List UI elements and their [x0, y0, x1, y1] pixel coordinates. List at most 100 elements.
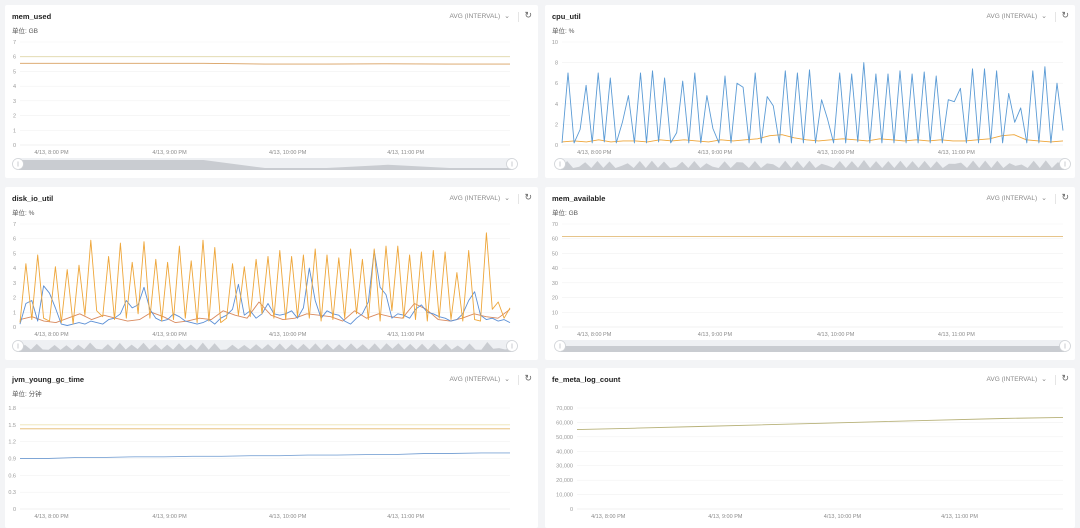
divider: [518, 375, 519, 385]
series-line-1: [561, 62, 1064, 144]
aggregation-dropdown[interactable]: AVG (INTERVAL) ⌄: [450, 12, 510, 20]
y-tick-label: 40,000: [556, 449, 573, 455]
y-tick-label: 0.6: [8, 473, 16, 479]
y-tick-label: 10: [552, 40, 558, 46]
aggregation-dropdown[interactable]: AVG (INTERVAL) ⌄: [987, 194, 1047, 202]
y-tick-label: 1.2: [8, 440, 16, 446]
divider: [518, 194, 519, 204]
refresh-icon[interactable]: ↻: [1061, 373, 1069, 383]
x-tick-label: 4/13, 9:00 PM: [152, 150, 187, 156]
y-tick-label: 60: [552, 237, 558, 243]
x-tick-label: 4/13, 9:00 PM: [152, 332, 187, 338]
y-tick-label: 3: [13, 281, 16, 287]
x-tick-label: 4/13, 9:00 PM: [152, 514, 187, 520]
aggregation-dropdown[interactable]: AVG (INTERVAL) ⌄: [987, 12, 1047, 20]
aggregation-label: AVG (INTERVAL): [986, 13, 1038, 20]
y-tick-label: 4: [555, 102, 558, 108]
chart-canvas: 0 10 20 30 40 50 60 70 4/13, 8:00 PM 4/13, 9:00 P…: [552, 222, 1071, 352]
y-tick-label: 0: [555, 325, 558, 331]
y-tick-label: 0: [13, 325, 16, 331]
y-tick-label: 7: [13, 40, 16, 46]
chart-title: mem_available: [552, 194, 606, 203]
y-tick-label: 7: [13, 222, 16, 228]
chart-title: disk_io_util: [12, 194, 54, 203]
chart-panel-mem-available: 0 10 20 30 40 50 60 70 4/13, 8:00 PM 4/13, 9:00 P…: [545, 187, 1075, 360]
y-tick-label: 0.3: [8, 490, 16, 496]
chart-title: fe_meta_log_count: [552, 375, 621, 384]
aggregation-label: AVG (INTERVAL): [449, 376, 501, 383]
y-tick-label: 30: [552, 281, 558, 287]
chart-canvas: 0 1 2 3 4 5 6 7 4/13, 8:00 PM 4/13, 9:00 PM 4/13, …: [12, 40, 518, 170]
y-tick-label: 20,000: [556, 478, 573, 484]
y-tick-label: 2: [555, 122, 558, 128]
x-tick-label: 4/13, 8:00 PM: [34, 332, 69, 338]
y-tick-label: 0: [13, 507, 16, 513]
y-tick-label: 6: [13, 55, 16, 61]
x-tick-label: 4/13, 8:00 PM: [591, 514, 626, 520]
aggregation-dropdown[interactable]: AVG (INTERVAL) ⌄: [987, 375, 1047, 383]
refresh-icon[interactable]: ↻: [524, 373, 532, 383]
y-tick-label: 1.5: [8, 423, 16, 429]
refresh-icon[interactable]: ↻: [1061, 10, 1069, 20]
chart-canvas: 0 1 2 3 4 5 6 7 4/13, 8:00 PM 4/13, 9:00 PM 4/13, …: [12, 222, 518, 352]
x-tick-label: 4/13, 10:00 PM: [824, 514, 862, 520]
chevron-down-icon: ⌄: [504, 195, 510, 202]
y-tick-label: 40: [552, 266, 558, 272]
y-tick-label: 8: [555, 61, 558, 67]
chart-unit: 单位: %: [552, 28, 575, 35]
zoom-slider-preview: [561, 346, 1064, 352]
divider: [1055, 12, 1056, 22]
y-tick-label: 10: [552, 310, 558, 316]
divider: [1055, 194, 1056, 204]
y-tick-label: 1: [13, 310, 16, 316]
chevron-down-icon: ⌄: [504, 376, 510, 383]
series-line-2: [19, 232, 511, 325]
y-tick-label: 10,000: [556, 493, 573, 499]
aggregation-label: AVG (INTERVAL): [986, 376, 1038, 383]
divider: [1055, 375, 1056, 385]
y-tick-label: 6: [555, 81, 558, 87]
y-tick-label: 3: [13, 99, 16, 105]
chevron-down-icon: ⌄: [1041, 195, 1047, 202]
chart-panel-disk-io-util: 0 1 2 3 4 5 6 7 4/13, 8:00 PM 4/13, 9:00 PM 4/13, …: [5, 187, 538, 360]
x-tick-label: 4/13, 9:00 PM: [698, 150, 733, 156]
y-tick-label: 0: [13, 143, 16, 149]
y-tick-label: 70: [552, 222, 558, 228]
aggregation-label: AVG (INTERVAL): [449, 195, 501, 202]
series-line-0: [576, 416, 1064, 431]
refresh-icon[interactable]: ↻: [1061, 192, 1069, 202]
y-tick-label: 1.8: [8, 406, 16, 412]
chart-title: cpu_util: [552, 12, 581, 21]
series-line-0: [561, 134, 1064, 143]
y-tick-label: 2: [13, 296, 16, 302]
x-tick-label: 4/13, 8:00 PM: [34, 150, 69, 156]
x-tick-label: 4/13, 8:00 PM: [577, 150, 612, 156]
chart-panel-fe-meta-log-count: 0 10,000 20,000 30,000 40,000 50,000 60,000 70,…: [545, 368, 1075, 528]
y-tick-label: 5: [13, 251, 16, 257]
aggregation-label: AVG (INTERVAL): [449, 13, 501, 20]
aggregation-dropdown[interactable]: AVG (INTERVAL) ⌄: [450, 194, 510, 202]
zoom-slider-preview: [19, 160, 511, 170]
x-tick-label: 4/13, 11:00 PM: [387, 150, 424, 156]
chevron-down-icon: ⌄: [1041, 13, 1047, 20]
chevron-down-icon: ⌄: [1041, 376, 1047, 383]
series-line-1: [20, 62, 510, 65]
y-tick-label: 20: [552, 296, 558, 302]
x-tick-label: 4/13, 11:00 PM: [387, 332, 424, 338]
x-tick-label: 4/13, 11:00 PM: [938, 150, 975, 156]
chart-panel-mem-used: 0 1 2 3 4 5 6 7 4/13, 8:00 PM 4/13, 9:00 PM 4/13, …: [5, 5, 538, 178]
y-tick-label: 70,000: [556, 406, 573, 412]
series-line-2: [20, 452, 510, 459]
chart-canvas: 0 2 4 6 8 10 4/13, 8:00 PM 4/13, 9:00 PM 4/13, 1…: [552, 40, 1071, 170]
aggregation-dropdown[interactable]: AVG (INTERVAL) ⌄: [450, 375, 510, 383]
zoom-slider-preview: [19, 342, 511, 352]
y-tick-label: 4: [13, 266, 16, 272]
y-tick-label: 30,000: [556, 464, 573, 470]
divider: [518, 12, 519, 22]
refresh-icon[interactable]: ↻: [524, 10, 532, 20]
x-tick-label: 4/13, 11:00 PM: [938, 332, 975, 338]
refresh-icon[interactable]: ↻: [524, 192, 532, 202]
x-tick-label: 4/13, 10:00 PM: [269, 150, 307, 156]
chevron-down-icon: ⌄: [504, 13, 510, 20]
chart-unit: 单位: 分钟: [12, 391, 42, 398]
